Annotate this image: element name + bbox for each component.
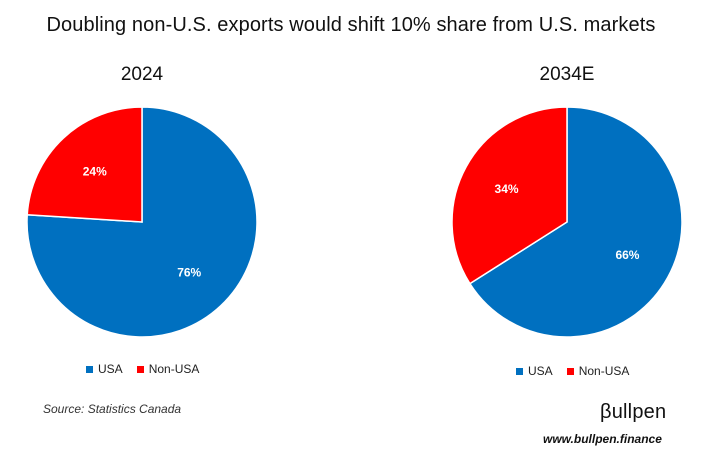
chart-title-2034e: 2034E [539,64,595,85]
data-label-non-usa: 34% [495,182,519,196]
source-note: Source: Statistics Canada [43,402,182,416]
slice-usa [468,106,683,338]
legend-item-non-usa: Non-USA [136,362,200,376]
slice-non-usa [26,106,143,223]
data-label-usa: 66% [615,248,639,262]
legend-label-usa: USA [98,362,123,376]
legend-label-usa: USA [528,364,553,378]
legend-swatch-non-usa [136,365,144,373]
legend-swatch-non-usa [566,367,574,375]
legend-label-non-usa: Non-USA [148,362,200,376]
brand-logo: βullpen [600,401,667,423]
page-title: Doubling non-U.S. exports would shift 10… [46,14,656,36]
legend-swatch-usa [86,365,93,373]
legend-2024: USA Non-USA [86,362,213,376]
legend-item-non-usa: Non-USA [566,364,630,378]
legend-swatch-usa [516,367,523,375]
data-label-non-usa: 24% [83,165,107,179]
slice-non-usa [451,106,568,285]
legend-item-usa: USA [516,364,553,378]
legend-item-usa: USA [86,362,123,376]
brand-url: www.bullpen.finance [543,432,662,446]
slice-usa [26,106,258,338]
legend-2034e: USA Non-USA [516,364,643,378]
legend-label-non-usa: Non-USA [578,364,630,378]
chart-title-2024: 2024 [120,64,164,85]
data-label-usa: 76% [177,265,201,279]
